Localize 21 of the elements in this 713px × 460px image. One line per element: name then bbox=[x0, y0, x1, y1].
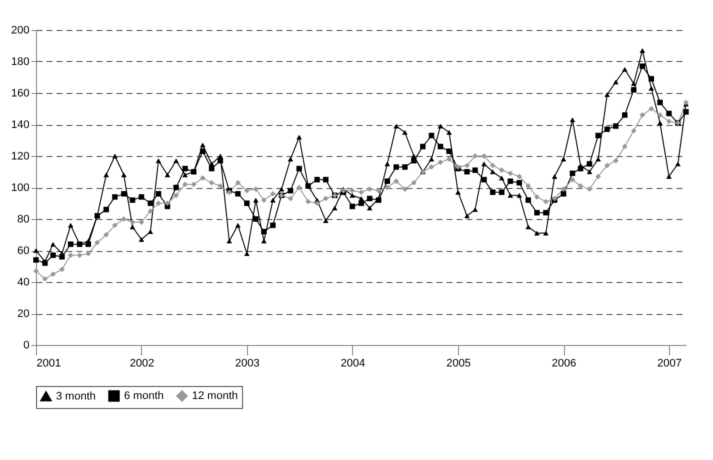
x-tick-label: 2003 bbox=[235, 358, 260, 370]
y-tick-label: 20 bbox=[17, 308, 30, 320]
y-tick-label: 0 bbox=[23, 340, 30, 352]
y-tick-label: 200 bbox=[11, 24, 30, 36]
y-tick-label: 40 bbox=[17, 276, 30, 288]
y-tick-label: 180 bbox=[11, 56, 30, 68]
x-tick-label: 2004 bbox=[340, 358, 366, 370]
y-tick-label: 80 bbox=[17, 214, 30, 226]
y-tick-label: 60 bbox=[17, 245, 30, 257]
legend-label: 3 month bbox=[56, 390, 96, 402]
x-tick-label: 2005 bbox=[446, 358, 471, 370]
y-tick-label: 160 bbox=[11, 88, 30, 100]
legend-label: 12 month bbox=[192, 390, 238, 402]
x-tick-label: 2002 bbox=[130, 358, 154, 370]
x-tick-label: 2001 bbox=[36, 358, 61, 370]
y-tick-label: 140 bbox=[11, 119, 30, 131]
y-tick-label: 120 bbox=[11, 150, 30, 162]
x-tick-label: 2006 bbox=[552, 358, 576, 370]
x-tick-label: 2007 bbox=[657, 358, 682, 370]
y-tick-label: 100 bbox=[11, 182, 30, 194]
legend-label: 6 month bbox=[124, 390, 164, 402]
